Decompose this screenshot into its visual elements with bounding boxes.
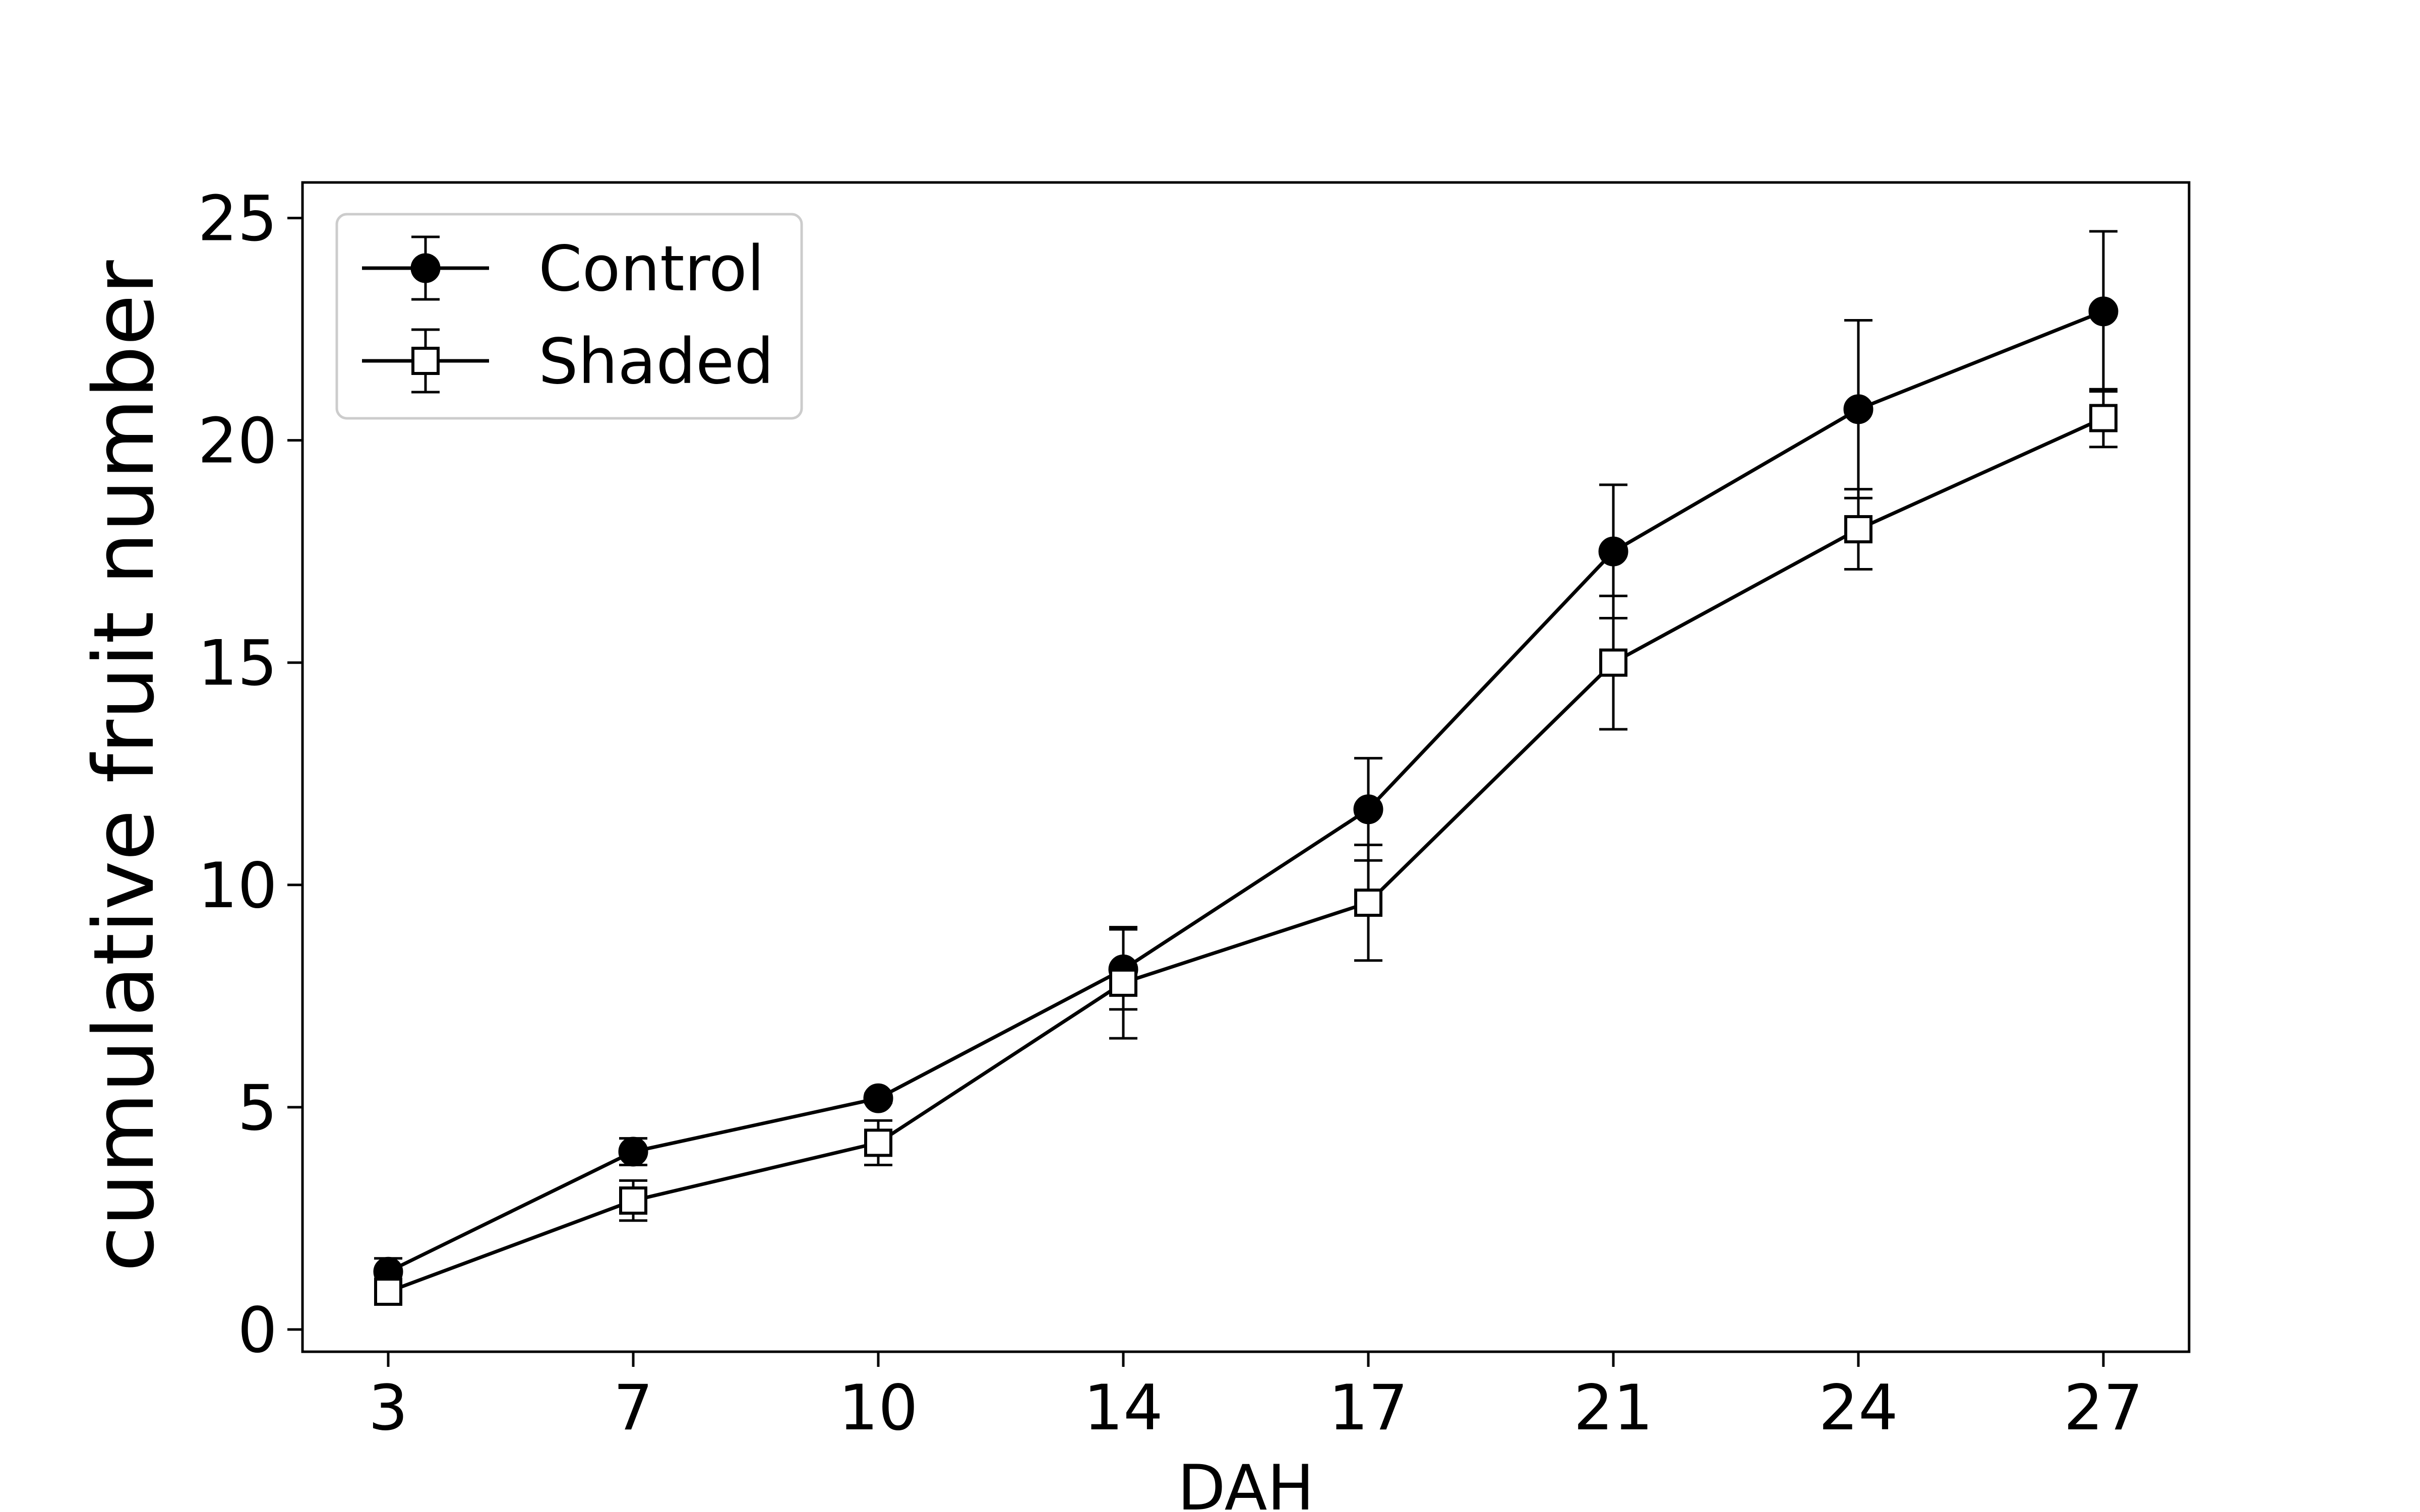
x-tick-label: 3 xyxy=(369,1372,408,1444)
x-tick-label: 27 xyxy=(2064,1372,2143,1444)
x-tick-label: 21 xyxy=(1574,1372,1653,1444)
data-point-control xyxy=(618,1137,648,1167)
x-tick-label: 7 xyxy=(614,1372,653,1444)
data-point-shaded xyxy=(1844,515,1872,544)
x-tick-label: 17 xyxy=(1328,1372,1408,1444)
y-tick-label: 5 xyxy=(237,1072,277,1145)
data-point-shaded xyxy=(1354,889,1382,917)
data-point-shaded xyxy=(1599,648,1627,677)
ticks-layer: 0 5 10 15 20 25 3 7 10 14 17 21 24 27 xyxy=(198,183,2143,1444)
y-tick-label: 20 xyxy=(198,405,277,478)
data-point-control xyxy=(1353,794,1383,825)
data-point-shaded xyxy=(374,1277,402,1306)
plot-layer xyxy=(373,230,2119,1306)
y-axis-label: cumulative fruit number xyxy=(76,260,172,1272)
y-tick-label: 15 xyxy=(198,627,277,700)
plot-frame xyxy=(301,181,2191,1353)
x-tick-label: 14 xyxy=(1083,1372,1163,1444)
data-point-shaded xyxy=(1109,968,1137,997)
x-tick-label: 10 xyxy=(838,1372,918,1444)
y-tick-label: 25 xyxy=(198,183,277,256)
legend-marker-control xyxy=(410,253,441,283)
data-point-control xyxy=(1843,394,1873,424)
data-point-control xyxy=(2088,296,2119,327)
data-point-shaded xyxy=(619,1186,647,1215)
data-point-control xyxy=(1598,536,1628,566)
data-point-shaded xyxy=(864,1128,892,1157)
legend-frame xyxy=(335,213,803,420)
series-line-control xyxy=(387,309,2104,1274)
legend-label-control: Control xyxy=(538,233,764,305)
y-tick-label: 10 xyxy=(198,850,277,922)
x-axis-label: DAH xyxy=(1177,1452,1314,1512)
data-point-control xyxy=(863,1083,893,1113)
y-tick-label: 0 xyxy=(237,1294,277,1367)
legend-marker-shaded xyxy=(411,347,440,375)
series-line-shaded xyxy=(387,416,2104,1294)
data-point-shaded xyxy=(2089,404,2118,432)
legend-label-shaded: Shaded xyxy=(538,326,774,398)
x-tick-label: 24 xyxy=(1819,1372,1898,1444)
legend: Control Shaded xyxy=(335,213,803,420)
